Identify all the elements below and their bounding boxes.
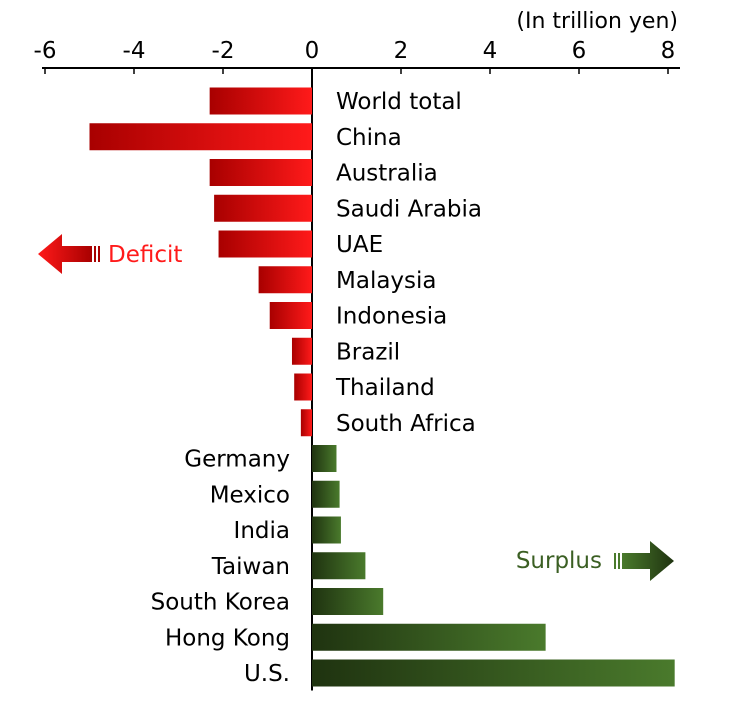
x-tick-label: -6 xyxy=(34,38,57,64)
category-label: South Africa xyxy=(336,411,476,437)
category-label: U.S. xyxy=(244,661,290,687)
bar-mexico xyxy=(312,480,340,508)
bar-china xyxy=(89,123,312,151)
bar-thailand xyxy=(294,373,312,401)
bar-south-korea xyxy=(312,588,384,615)
x-tick-label: 6 xyxy=(572,38,587,64)
unit-label: (In trillion yen) xyxy=(516,9,678,34)
category-label: World total xyxy=(336,89,462,115)
category-label: Indonesia xyxy=(336,304,447,330)
category-label: Mexico xyxy=(210,482,290,508)
bar-taiwan xyxy=(312,552,366,580)
category-label: Thailand xyxy=(335,375,435,401)
surplus-label: Surplus xyxy=(516,548,602,574)
bar-saudi-arabia xyxy=(214,194,312,222)
category-label: Brazil xyxy=(336,339,400,365)
surplus-arrow-icon xyxy=(614,541,674,581)
category-labels: World total China Australia Saudi Arabia UAE… xyxy=(151,89,482,687)
bar-hong-kong xyxy=(312,623,546,651)
deficit-label: Deficit xyxy=(108,242,182,268)
category-label: Malaysia xyxy=(336,268,437,294)
category-label: Hong Kong xyxy=(165,625,290,651)
deficit-arrow-icon xyxy=(38,234,100,274)
bar-india xyxy=(312,516,341,544)
category-label: China xyxy=(336,125,402,151)
category-label: Australia xyxy=(336,161,438,187)
bars xyxy=(89,87,675,687)
x-tick-label: 4 xyxy=(483,38,498,64)
bar-germany xyxy=(312,445,337,472)
category-label: Saudi Arabia xyxy=(336,196,482,222)
x-tick-label: -2 xyxy=(212,38,235,64)
category-label: Germany xyxy=(184,447,290,473)
bar-australia xyxy=(209,159,312,186)
bar-indonesia xyxy=(269,302,312,329)
bar-malaysia xyxy=(258,266,312,294)
category-label: India xyxy=(234,518,290,544)
x-tick-label: 0 xyxy=(305,38,320,64)
bar-south-africa xyxy=(300,409,312,437)
x-tick-label: 8 xyxy=(661,38,676,64)
bar-u-s xyxy=(312,659,675,687)
category-label: Taiwan xyxy=(211,554,290,580)
x-tick-label: -4 xyxy=(123,38,146,64)
category-label: South Korea xyxy=(151,590,290,616)
x-tick-label: 2 xyxy=(394,38,409,64)
category-label: UAE xyxy=(336,232,383,258)
bar-brazil xyxy=(291,337,312,365)
bar-world-total xyxy=(209,87,312,115)
bar-uae xyxy=(218,230,312,258)
